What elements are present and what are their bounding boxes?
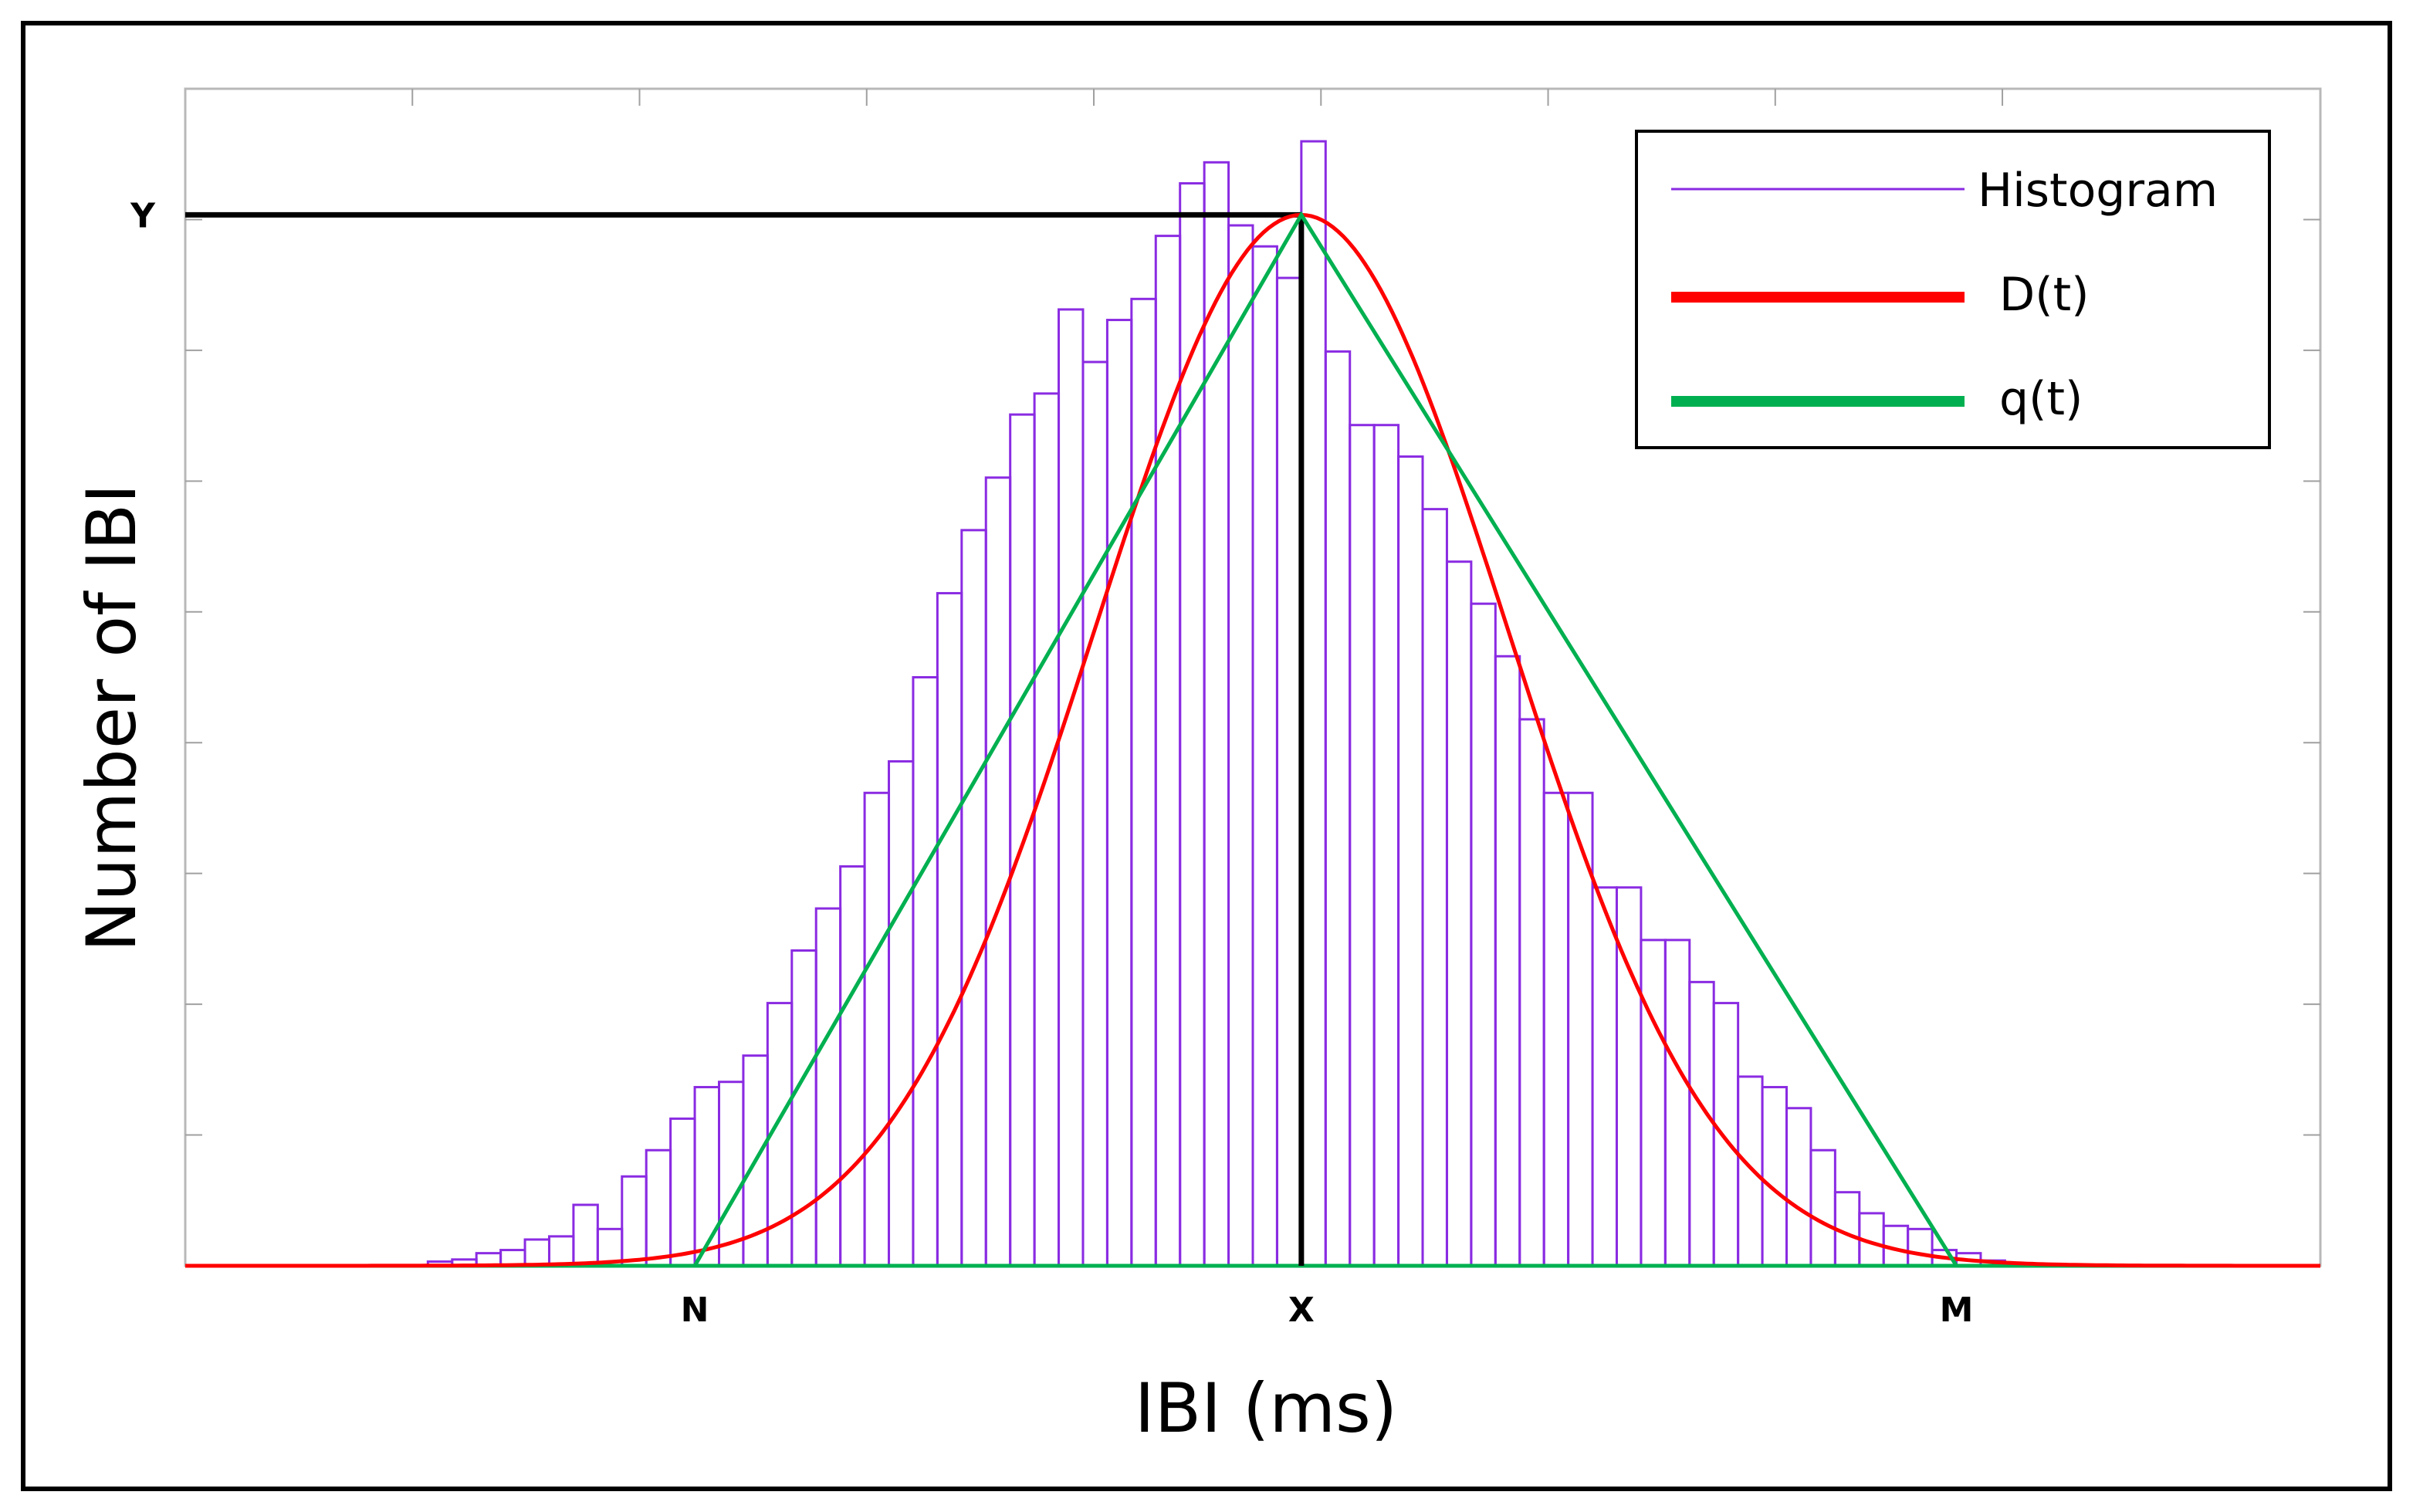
- y-axis-marks: Y: [130, 196, 156, 235]
- legend-entry-label: D(t): [1999, 268, 2090, 322]
- legend: Histogram D(t) q(t): [1635, 130, 2271, 449]
- legend-entry-label: q(t): [1999, 372, 2083, 426]
- reference-lines: [185, 211, 1305, 1266]
- x-axis-label: IBI (ms): [1135, 1368, 1397, 1448]
- x-mark-label: X: [1288, 1290, 1315, 1330]
- axis-ticks: [185, 89, 2320, 1136]
- y-mark-label: Y: [130, 196, 156, 235]
- x-mark-label: M: [1940, 1290, 1974, 1330]
- series-lines: [185, 211, 2320, 1268]
- y-axis-label: Number of IBI: [72, 484, 151, 952]
- series-line-dt: [185, 212, 2320, 1268]
- series-line-qt: [692, 211, 1958, 1267]
- legend-box: [1635, 130, 2271, 449]
- x-mark-label: N: [681, 1290, 709, 1330]
- legend-entry-label: Histogram: [1978, 164, 2218, 218]
